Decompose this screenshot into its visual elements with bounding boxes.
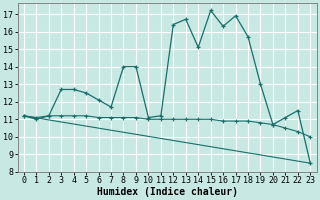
X-axis label: Humidex (Indice chaleur): Humidex (Indice chaleur) bbox=[97, 186, 237, 197]
